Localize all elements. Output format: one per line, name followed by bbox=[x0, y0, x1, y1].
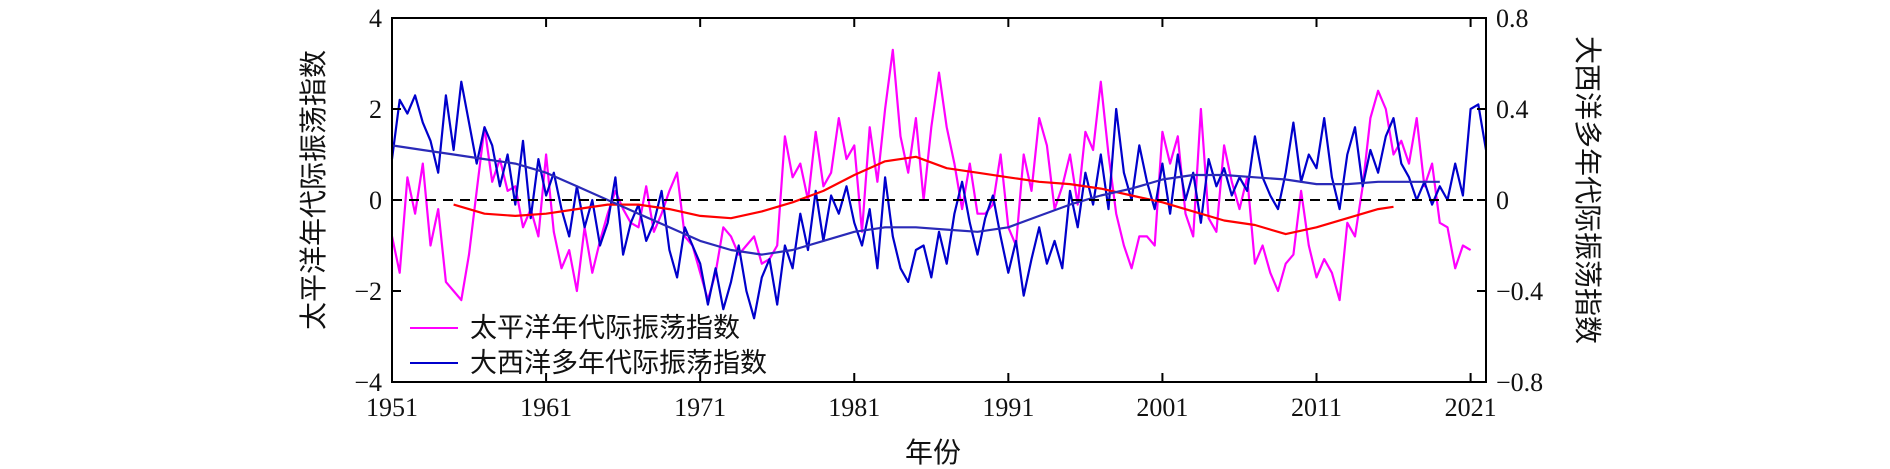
y-left-tick-label: −2 bbox=[354, 277, 382, 306]
y-right-tick-label: 0.4 bbox=[1496, 95, 1529, 124]
y-left-tick-label: 2 bbox=[369, 95, 382, 124]
x-tick-label: 1951 bbox=[366, 393, 418, 422]
series-layer bbox=[390, 48, 1488, 320]
series-line-0 bbox=[390, 48, 1472, 302]
series-line-1 bbox=[390, 80, 1488, 320]
y-right-tick-label: −0.4 bbox=[1496, 277, 1543, 306]
x-tick-label: 1991 bbox=[982, 393, 1034, 422]
ticks-layer bbox=[391, 17, 1486, 383]
x-axis-title: 年份 bbox=[905, 436, 961, 469]
y-left-tick-label: −4 bbox=[354, 368, 382, 397]
x-tick-label: 2021 bbox=[1445, 393, 1497, 422]
x-tick-label: 2001 bbox=[1136, 393, 1188, 422]
legend-label-amo: 大西洋多年代际振荡指数 bbox=[470, 348, 767, 379]
y-right-axis-title: 大西洋多年代际振荡指数 bbox=[1571, 36, 1604, 344]
legend-label-pdo: 太平洋年代际振荡指数 bbox=[470, 313, 740, 344]
y-right-tick-label: −0.8 bbox=[1496, 368, 1543, 397]
y-left-axis-title: 太平洋年代际振荡指数 bbox=[297, 50, 330, 330]
y-left-tick-label: 4 bbox=[369, 4, 382, 33]
y-right-tick-label: 0.8 bbox=[1496, 4, 1529, 33]
y-right-tick-label: 0 bbox=[1496, 186, 1509, 215]
y-left-tick-label: 0 bbox=[369, 186, 382, 215]
x-tick-label: 1981 bbox=[828, 393, 880, 422]
labels-layer: 1951 1961 1971 1981 1991 2001 2011 2021 4 2 0 −2 −4 0… bbox=[354, 4, 1543, 422]
series-line-3 bbox=[391, 144, 1440, 256]
legend: 太平洋年代际振荡指数 大西洋多年代际振荡指数 bbox=[410, 313, 767, 379]
series-line-2 bbox=[453, 155, 1394, 236]
x-tick-label: 2011 bbox=[1291, 393, 1342, 422]
x-tick-label: 1961 bbox=[520, 393, 572, 422]
x-tick-label: 1971 bbox=[674, 393, 726, 422]
